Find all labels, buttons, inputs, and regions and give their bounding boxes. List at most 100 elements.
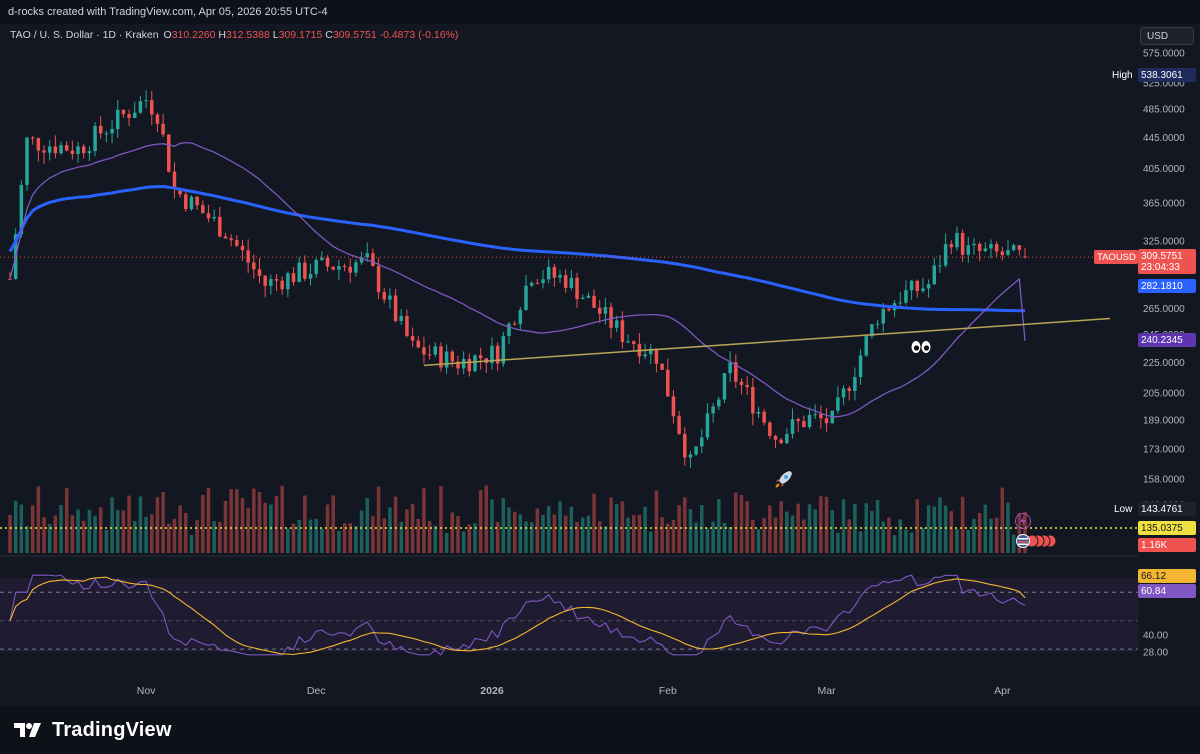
- volume-bar-66: [382, 518, 386, 553]
- candle-158: [904, 280, 908, 306]
- candle-body: [155, 114, 160, 124]
- candle-body: [467, 358, 472, 372]
- candle-126: [722, 373, 727, 404]
- candle-92: [529, 281, 534, 288]
- candle-body: [711, 406, 715, 414]
- price-tick-9: 225.0000: [1143, 358, 1185, 369]
- volume-bar-78: [450, 512, 455, 553]
- volume-bar-61: [354, 526, 358, 553]
- volume-bar-59: [342, 523, 347, 553]
- candle-87: [501, 331, 506, 368]
- ma200-tag-text-0: 282.1810: [1141, 281, 1183, 292]
- candle-body: [70, 150, 75, 155]
- candle-body: [677, 416, 681, 434]
- currency-button[interactable]: USD: [1140, 27, 1194, 45]
- volume-bar-106: [609, 497, 613, 553]
- candle-170: [972, 238, 976, 255]
- rsi-ma-tag-bg: [1138, 569, 1196, 583]
- time-label-5: Apr: [994, 685, 1011, 697]
- volume-bar-110: [631, 515, 636, 553]
- candle-100: [575, 272, 579, 308]
- candle-78: [450, 349, 455, 368]
- volume-bar-140: [802, 519, 806, 553]
- high-label: High: [1112, 70, 1133, 81]
- candle-50: [291, 267, 296, 286]
- volume-bar-128: [734, 492, 738, 553]
- last-price-tag-bg: [1138, 249, 1196, 274]
- volume-bar-163: [932, 506, 937, 553]
- price-pane[interactable]: [0, 24, 1138, 554]
- lightning-icon[interactable]: [1015, 513, 1031, 529]
- candle-body: [286, 273, 290, 290]
- price-tick-7: 265.0000: [1143, 304, 1185, 315]
- candle-body: [490, 345, 494, 363]
- candle-body: [870, 324, 874, 337]
- candle-70: [405, 309, 409, 338]
- candle-88: [507, 322, 511, 345]
- candle-145: [830, 410, 834, 425]
- volume-bar-121: [694, 522, 698, 553]
- candle-123: [705, 403, 710, 441]
- ma200-tag-bg: [1138, 279, 1196, 293]
- candle-body: [30, 137, 35, 139]
- candle-body: [218, 216, 222, 237]
- candle-body: [819, 414, 823, 419]
- candle-96: [552, 264, 557, 287]
- symbol-title[interactable]: TAO / U. S. Dollar · 1D · Kraken: [10, 29, 159, 41]
- candle-51: [297, 256, 301, 283]
- ohlc-close: 309.5751: [332, 29, 377, 41]
- volume-bar-147: [841, 499, 846, 553]
- candle-128: [734, 354, 738, 389]
- candle-171: [977, 241, 982, 261]
- volume-bar-119: [683, 497, 687, 553]
- volume-bar-102: [586, 515, 591, 553]
- ma-50-line: [9, 141, 1026, 418]
- candle-55: [320, 251, 324, 261]
- candle-147: [841, 385, 846, 406]
- candle-body: [717, 399, 721, 407]
- candle-91: [524, 274, 528, 311]
- candle-body: [184, 194, 188, 210]
- candle-22: [133, 101, 137, 119]
- candle-90: [518, 306, 523, 330]
- candle-body: [887, 308, 891, 311]
- candle-body: [751, 386, 755, 414]
- candle-body: [705, 413, 710, 438]
- candle-body: [274, 279, 279, 281]
- volume-bar-2: [19, 504, 24, 553]
- ma200-tag: 282.1810: [1138, 279, 1196, 293]
- candle-127: [728, 351, 732, 383]
- candle-body: [762, 411, 766, 423]
- candle-33: [195, 195, 199, 210]
- ohlc-low: 309.1715: [278, 29, 323, 41]
- candle-body: [263, 275, 267, 286]
- flag-icon[interactable]: [1015, 534, 1057, 548]
- candle-body: [938, 265, 942, 267]
- ohlc-close-label: C: [325, 29, 333, 41]
- candle-body: [42, 150, 46, 153]
- candle-body: [320, 257, 324, 260]
- tradingview-logo[interactable]: TradingView: [14, 716, 172, 744]
- candle-52: [303, 255, 307, 282]
- candle-body: [694, 446, 698, 455]
- candle-body: [779, 439, 783, 444]
- candle-body: [76, 146, 80, 155]
- volume-bar-26: [155, 497, 160, 553]
- candle-body: [756, 411, 761, 414]
- volume-bar-21: [127, 495, 131, 553]
- volume-bar-133: [762, 517, 766, 553]
- candle-body: [93, 125, 97, 152]
- candle-body: [354, 262, 358, 273]
- candle-body: [161, 123, 165, 135]
- candle-173: [989, 239, 993, 259]
- ohlc-open-label: O: [163, 29, 172, 41]
- candle-148: [847, 385, 851, 401]
- candle-body: [25, 137, 29, 186]
- volume-bar-36: [212, 521, 216, 553]
- volume-bar-67: [388, 507, 392, 553]
- volume-bar-58: [337, 531, 341, 553]
- volume-bar-179: [1023, 512, 1027, 553]
- candle-47: [274, 273, 279, 291]
